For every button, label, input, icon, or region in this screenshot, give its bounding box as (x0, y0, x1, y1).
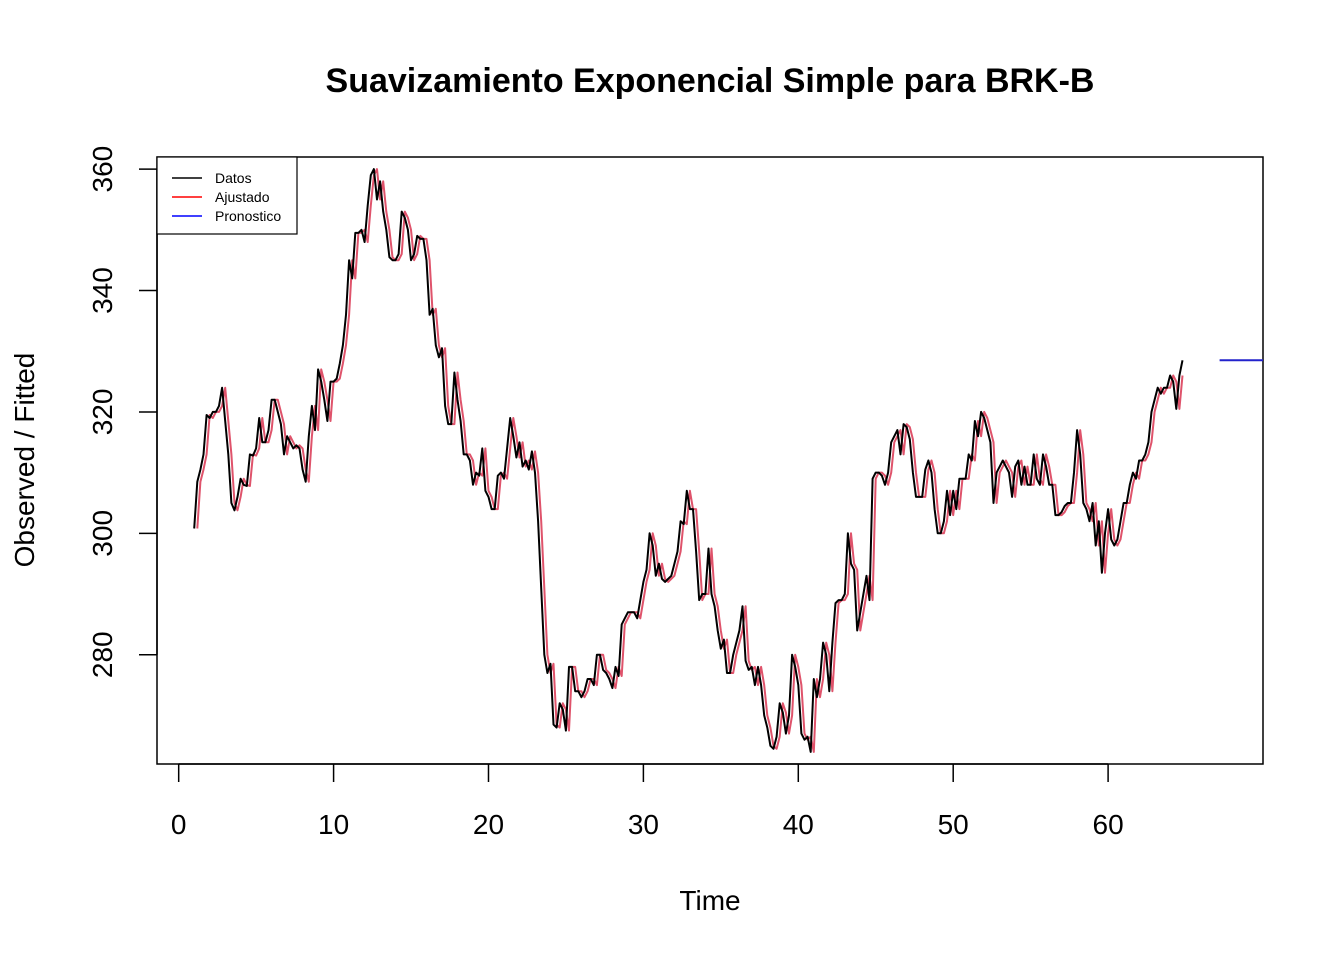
y-tick-label: 300 (87, 510, 118, 557)
legend-label-ajustado: Ajustado (215, 189, 270, 205)
y-tick-label: 280 (87, 631, 118, 678)
y-axis: 280 300 320 340 360 (87, 146, 158, 678)
x-tick-label: 0 (171, 809, 187, 840)
x-tick-label: 20 (473, 809, 504, 840)
x-axis: 0 10 20 30 40 50 60 (171, 763, 1124, 840)
series-line-datos (193, 168, 1184, 753)
x-tick-label: 10 (318, 809, 349, 840)
x-tick-label: 60 (1093, 809, 1124, 840)
chart-title: Suavizamiento Exponencial Simple para BR… (326, 62, 1095, 100)
x-tick-label: 50 (938, 809, 969, 840)
series-layer (193, 168, 1263, 753)
x-axis-label: Time (679, 885, 740, 916)
y-tick-label: 320 (87, 389, 118, 436)
legend: Datos Ajustado Pronostico (156, 156, 298, 235)
x-tick-label: 30 (628, 809, 659, 840)
y-axis-label: Observed / Fitted (9, 353, 40, 568)
legend-box (156, 156, 298, 235)
legend-label-pronostico: Pronostico (215, 208, 281, 224)
x-tick-label: 40 (783, 809, 814, 840)
y-tick-label: 340 (87, 267, 118, 314)
legend-label-datos: Datos (215, 170, 252, 186)
plot-area-box (156, 156, 1264, 765)
y-tick-label: 360 (87, 146, 118, 193)
